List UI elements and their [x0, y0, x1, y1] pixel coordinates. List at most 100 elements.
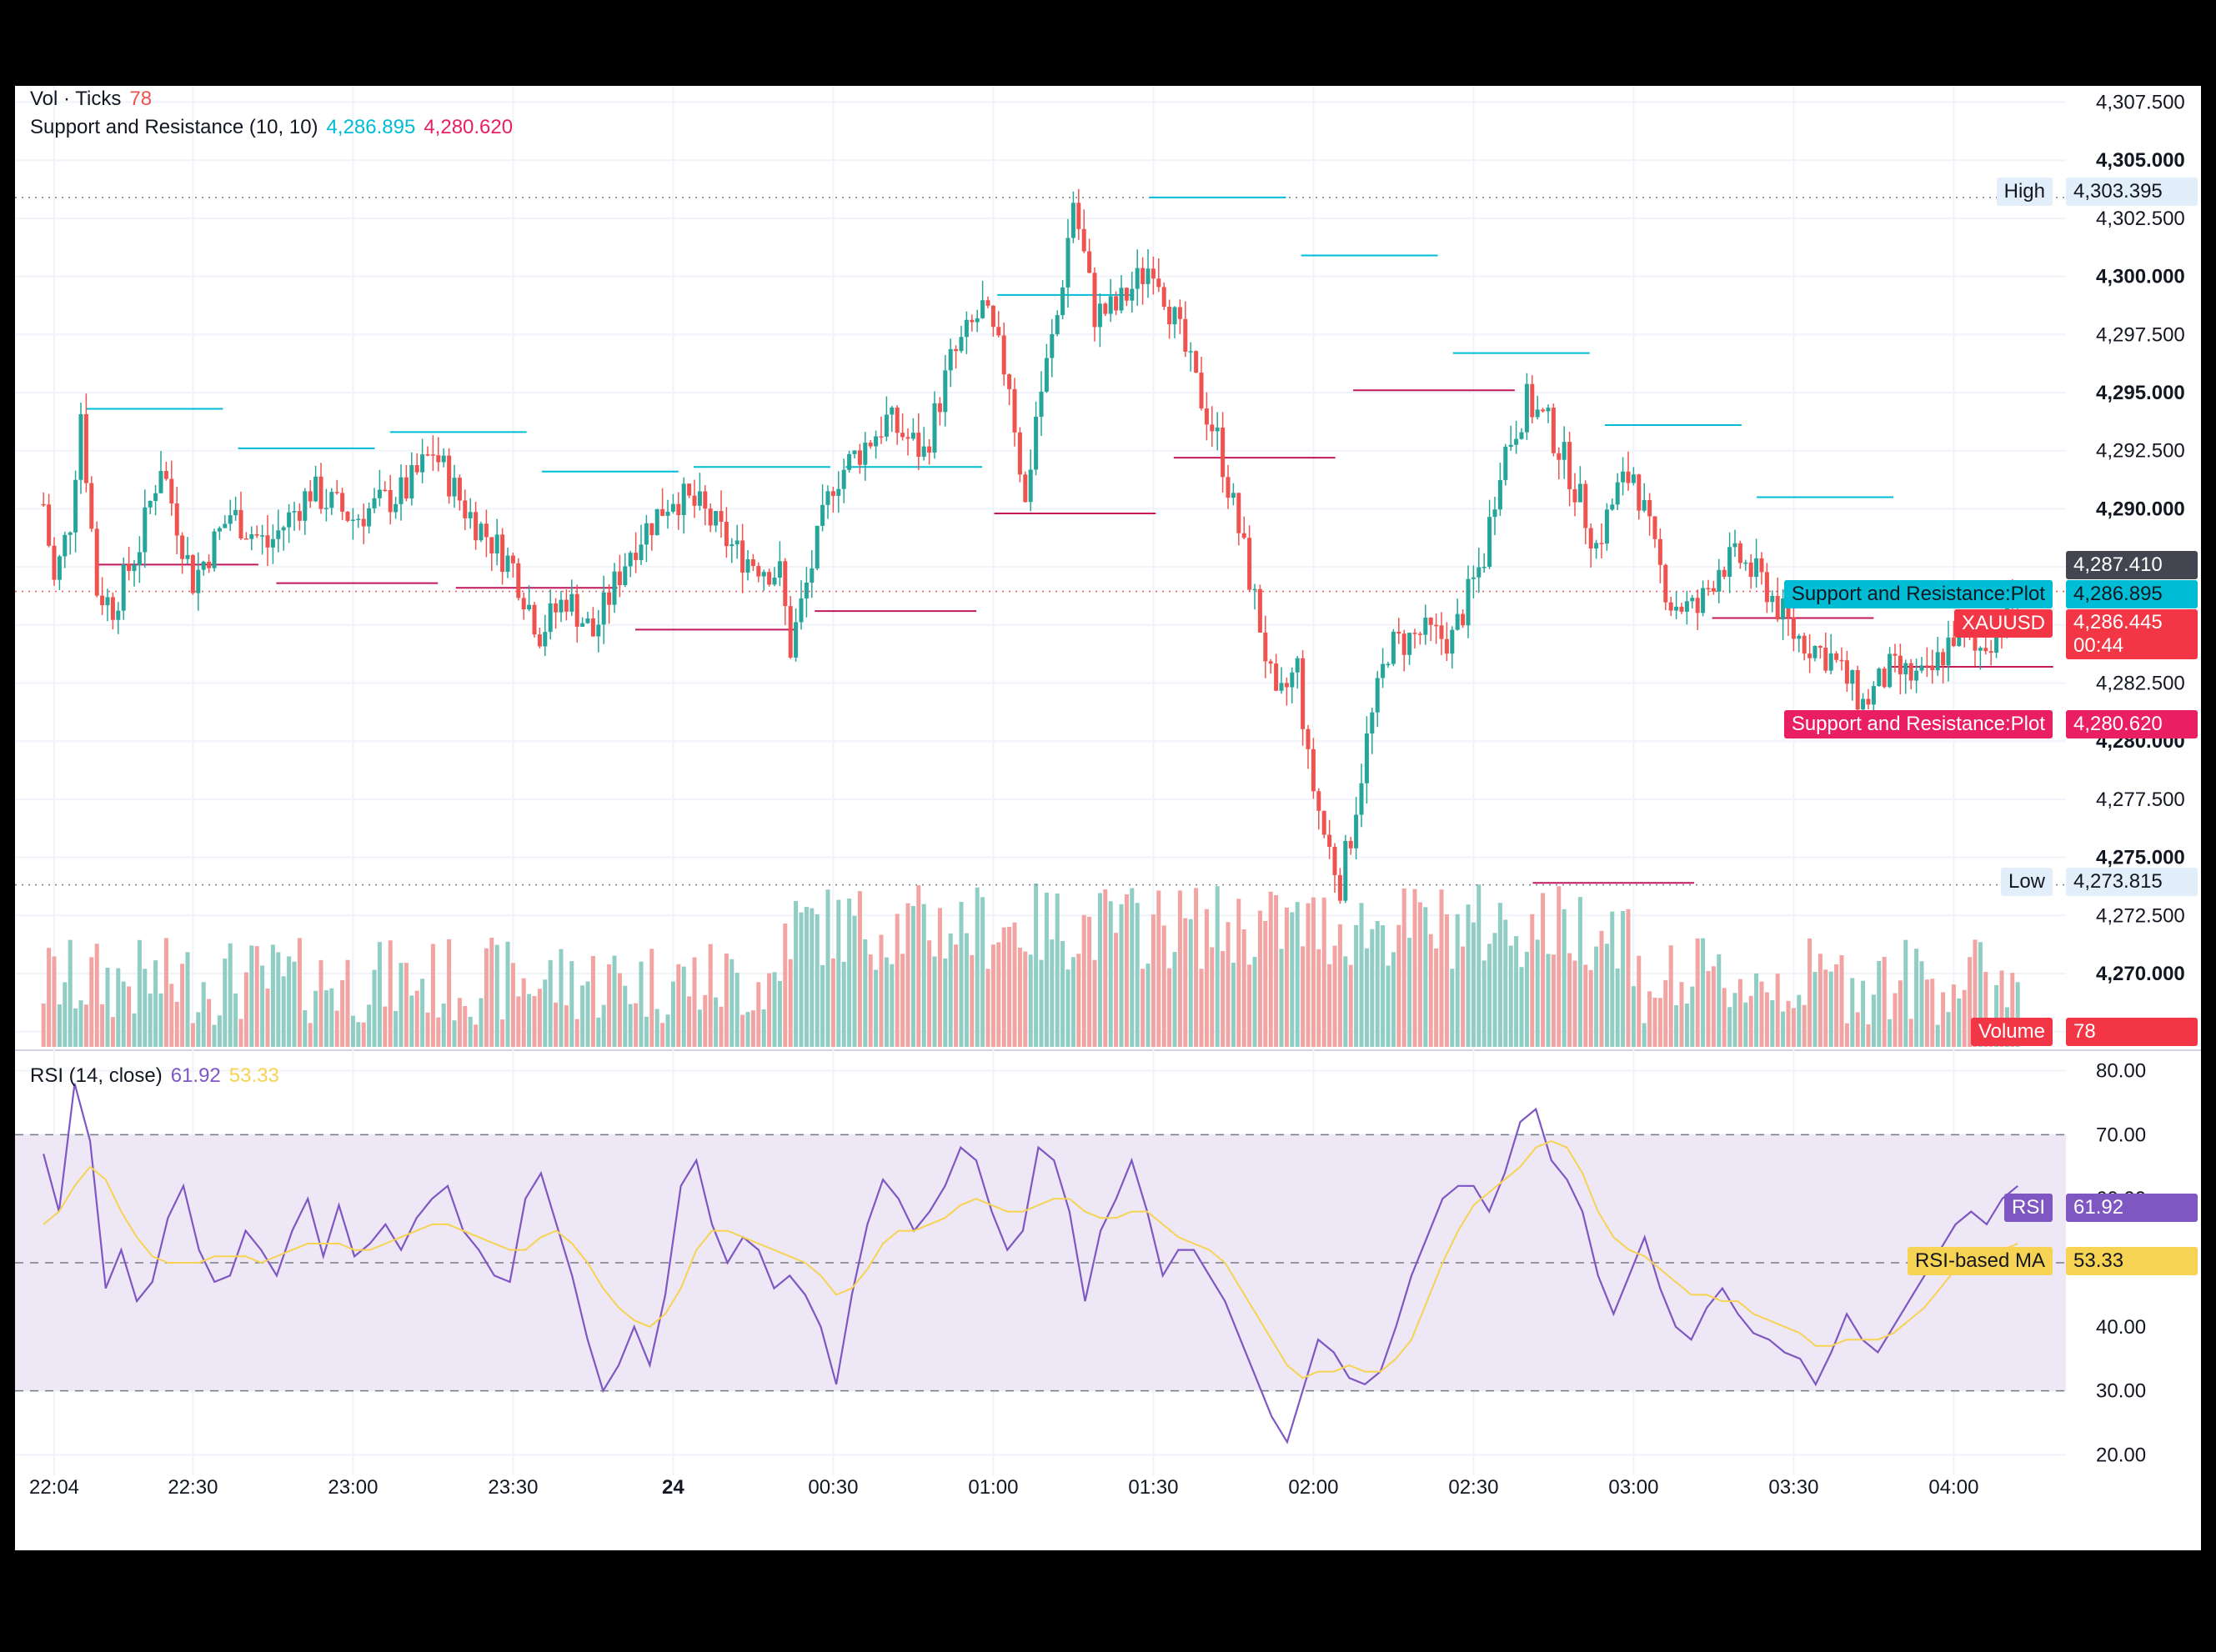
volume-bar	[1204, 909, 1209, 1047]
chart-canvas[interactable]: 4,307.500 4,305.000 4,302.500 4,300.000 4,29…	[15, 86, 2201, 1550]
volume-bar	[719, 1006, 724, 1047]
volume-bar	[1930, 979, 1935, 1047]
candle-body	[943, 370, 948, 413]
candle-body	[1386, 663, 1391, 666]
candle-body	[153, 493, 158, 502]
volume-bar	[1236, 899, 1241, 1047]
volume-bar	[1284, 907, 1289, 1047]
candle-body	[484, 523, 489, 538]
volume-bar	[1711, 966, 1716, 1047]
volume-bar	[68, 939, 73, 1047]
candle-body	[185, 554, 190, 559]
candle-body	[1946, 637, 1951, 666]
candle-body	[772, 578, 777, 585]
candle-body	[1562, 442, 1567, 460]
candle-body	[1994, 629, 1999, 653]
volume-bar	[825, 889, 830, 1047]
volume-bar	[537, 989, 542, 1047]
candle-body	[1070, 203, 1075, 238]
volume-bar	[1727, 1007, 1732, 1047]
support-plot-value: 4,280.620	[2066, 710, 2198, 738]
candle-body	[1268, 661, 1273, 664]
volume-bar	[1807, 938, 1812, 1047]
candle-body	[1508, 444, 1513, 447]
candle-body	[654, 508, 659, 536]
volume-bar	[820, 964, 825, 1047]
time-tick-label: 03:30	[1768, 1476, 1818, 1499]
candle-body	[1770, 596, 1775, 603]
candle-body	[228, 515, 233, 524]
candle-body	[1817, 645, 1822, 648]
price-tick-label: 4,305.000	[2096, 149, 2185, 172]
candle-body	[980, 300, 985, 318]
volume-bar	[1492, 933, 1497, 1047]
candle-body	[1988, 651, 1993, 653]
time-tick-label: 04:00	[1928, 1476, 1978, 1499]
volume-bar	[1076, 954, 1081, 1047]
volume-bar	[1839, 954, 1844, 1047]
time-tick-label: 02:00	[1288, 1476, 1338, 1499]
bar-countdown: 00:44	[2073, 634, 2124, 657]
time-tick-label: 23:30	[488, 1476, 538, 1499]
volume-bar	[830, 958, 835, 1047]
candle-body	[468, 512, 473, 518]
candle-body	[1135, 268, 1140, 289]
volume-bar	[975, 887, 980, 1047]
volume-bar	[78, 1000, 83, 1047]
volume-bar	[110, 1017, 115, 1047]
candle-body	[1375, 678, 1380, 713]
volume-bar	[1754, 973, 1759, 1047]
candle-body	[601, 592, 606, 625]
candle-body	[1482, 567, 1487, 568]
candle-body	[1316, 791, 1321, 811]
candle-body	[1284, 683, 1289, 688]
candle-body	[1226, 477, 1231, 498]
candle-body	[436, 455, 441, 463]
time-tick-label: 01:00	[968, 1476, 1018, 1499]
candle-body	[1370, 712, 1375, 734]
candle-body	[1834, 653, 1839, 660]
volume-bar	[634, 1003, 639, 1047]
candle-body	[174, 503, 179, 536]
volume-bar	[927, 940, 932, 1047]
legend-sr-resistance: 4,286.895	[326, 116, 416, 138]
candle-body	[777, 561, 782, 578]
candle-body	[287, 512, 292, 528]
rsi-ma-line	[43, 1140, 2018, 1379]
candle-body	[761, 572, 766, 577]
volume-bar	[1524, 951, 1529, 1047]
volume-bar	[350, 1015, 355, 1047]
candle-body	[1055, 315, 1060, 334]
volume-bar	[223, 959, 228, 1047]
candle-body	[1861, 698, 1866, 710]
volume-bar	[100, 1004, 105, 1047]
candle-body	[1274, 663, 1279, 691]
price-tick-label: 4,297.500	[2096, 323, 2185, 346]
candle-body	[308, 491, 313, 502]
volume-bar	[799, 912, 804, 1047]
candle-body	[143, 507, 148, 553]
candle-body	[1657, 538, 1662, 565]
candle-body	[78, 413, 83, 480]
volume-bar	[1370, 929, 1375, 1047]
volume-bar	[1775, 974, 1780, 1047]
candle-body	[1546, 408, 1551, 412]
volume-bar	[1898, 980, 1903, 1047]
volume-bar	[169, 984, 174, 1047]
rsi-lines	[43, 1083, 2018, 1444]
rsi-value: 61.92	[2066, 1194, 2198, 1222]
chart-frame[interactable]: 4,307.500 4,305.000 4,302.500 4,300.000 4,29…	[15, 86, 2201, 1550]
volume-bar	[1252, 957, 1257, 1047]
candle-body	[532, 604, 537, 635]
volume-bar	[479, 998, 484, 1047]
volume-bar	[1679, 982, 1684, 1047]
volume-bar	[970, 954, 975, 1047]
volume-bar	[1935, 1024, 1940, 1047]
candle-body	[1007, 374, 1012, 389]
candle-body	[1802, 635, 1807, 654]
volume-bar	[681, 966, 686, 1047]
volume-bar	[430, 944, 435, 1047]
volume-bar	[1834, 964, 1839, 1047]
volume-bar	[207, 999, 212, 1047]
candle-body	[1476, 567, 1482, 578]
